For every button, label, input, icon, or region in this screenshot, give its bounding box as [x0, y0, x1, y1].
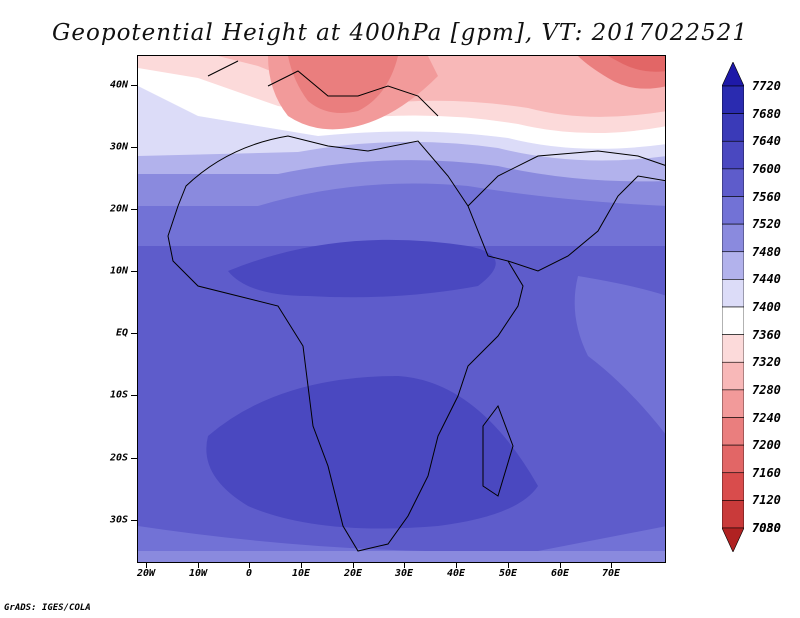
- colorbar-label: 7360: [752, 327, 781, 342]
- colorbar-cell: [722, 527, 744, 552]
- colorbar-label: 7200: [752, 438, 781, 453]
- colorbar-label: 7680: [752, 106, 781, 121]
- lon-label-10e: 10E: [291, 568, 311, 579]
- colorbar-label: 7030: [752, 521, 781, 535]
- colorbar-label: 7400: [752, 300, 781, 314]
- colorbar-label: 7160: [752, 465, 781, 480]
- lat-label-30n: 30N: [109, 141, 128, 153]
- colorbar-cell: [722, 62, 744, 87]
- lon-tick: [146, 563, 147, 568]
- colorbar-label: 7720: [752, 79, 781, 93]
- lon-label-50e: 50E: [498, 568, 518, 579]
- lon-tick: [404, 563, 405, 568]
- colorbar-label: 7640: [752, 134, 781, 149]
- colorbar-cell: [722, 251, 744, 280]
- lon-label-20w: 20W: [136, 568, 156, 579]
- lat-tick: [131, 271, 137, 272]
- colorbar-cell: [722, 500, 744, 529]
- lat-label-eq: EQ: [115, 327, 128, 339]
- lon-tick: [611, 563, 612, 568]
- colorbar-cell: [722, 389, 744, 418]
- lat-tick: [131, 85, 137, 86]
- colorbar-label: 7480: [752, 244, 781, 259]
- colorbar-label: 7280: [752, 382, 781, 397]
- lon-label-10w: 10W: [188, 568, 208, 579]
- colorbar-cell: [722, 223, 744, 253]
- lon-tick: [301, 563, 302, 568]
- colorbar-cell: [722, 306, 744, 335]
- colorbar-label: 7080: [752, 521, 781, 535]
- lat-tick: [131, 209, 137, 210]
- colorbar-label: 7440: [752, 272, 781, 287]
- lat-label-40n: 40N: [109, 79, 128, 91]
- lon-label-0: 0: [245, 568, 253, 579]
- lat-tick: [131, 458, 137, 459]
- lon-tick: [508, 563, 509, 568]
- lat-tick: [131, 333, 137, 334]
- lon-label-40e: 40E: [446, 568, 466, 579]
- colorbar-cell: [722, 334, 744, 363]
- lon-label-60e: 60E: [550, 568, 570, 579]
- lon-tick: [198, 563, 199, 568]
- colorbar-cell: [722, 85, 744, 114]
- lat-label-30s: 30S: [109, 514, 128, 526]
- lon-tick: [456, 563, 457, 568]
- colorbar-label: 7520: [752, 217, 781, 232]
- colorbar-cell: [722, 444, 744, 474]
- lon-label-30e: 30E: [394, 568, 414, 579]
- lat-label-10n: 10N: [109, 265, 128, 277]
- footer-credit: GrADS: IGES/COLA: [4, 603, 91, 613]
- lat-label-10s: 10S: [109, 389, 128, 401]
- colorbar-cell: [722, 113, 744, 142]
- colorbar-cell: [722, 417, 744, 446]
- lon-tick: [353, 563, 354, 568]
- colorbar-cell: [722, 140, 744, 170]
- map-canvas: [138, 56, 665, 562]
- colorbar-label: 7560: [752, 189, 781, 204]
- lon-tick: [249, 563, 250, 568]
- lat-tick: [131, 395, 137, 396]
- colorbar-label: 7600: [752, 161, 781, 176]
- colorbar-label: 7240: [752, 410, 781, 425]
- colorbar-label: 7320: [752, 355, 781, 370]
- colorbar-cell: [722, 361, 744, 391]
- lon-label-70e: 70E: [601, 568, 621, 579]
- colorbar: [722, 62, 744, 552]
- colorbar-cell: [722, 472, 744, 501]
- lat-label-20s: 20S: [109, 452, 128, 464]
- map-panel: [137, 55, 666, 563]
- colorbar-label: 7120: [752, 493, 781, 508]
- lat-tick: [131, 520, 137, 521]
- lat-label-20n: 20N: [109, 203, 128, 215]
- colorbar-cell: [722, 168, 744, 197]
- lon-label-20e: 20E: [343, 568, 363, 579]
- lat-tick: [131, 147, 137, 148]
- colorbar-cell: [722, 196, 744, 225]
- chart-title: Geopotential Height at 400hPa [gpm], VT:…: [52, 20, 748, 46]
- colorbar-cell: [722, 279, 744, 308]
- lon-tick: [560, 563, 561, 568]
